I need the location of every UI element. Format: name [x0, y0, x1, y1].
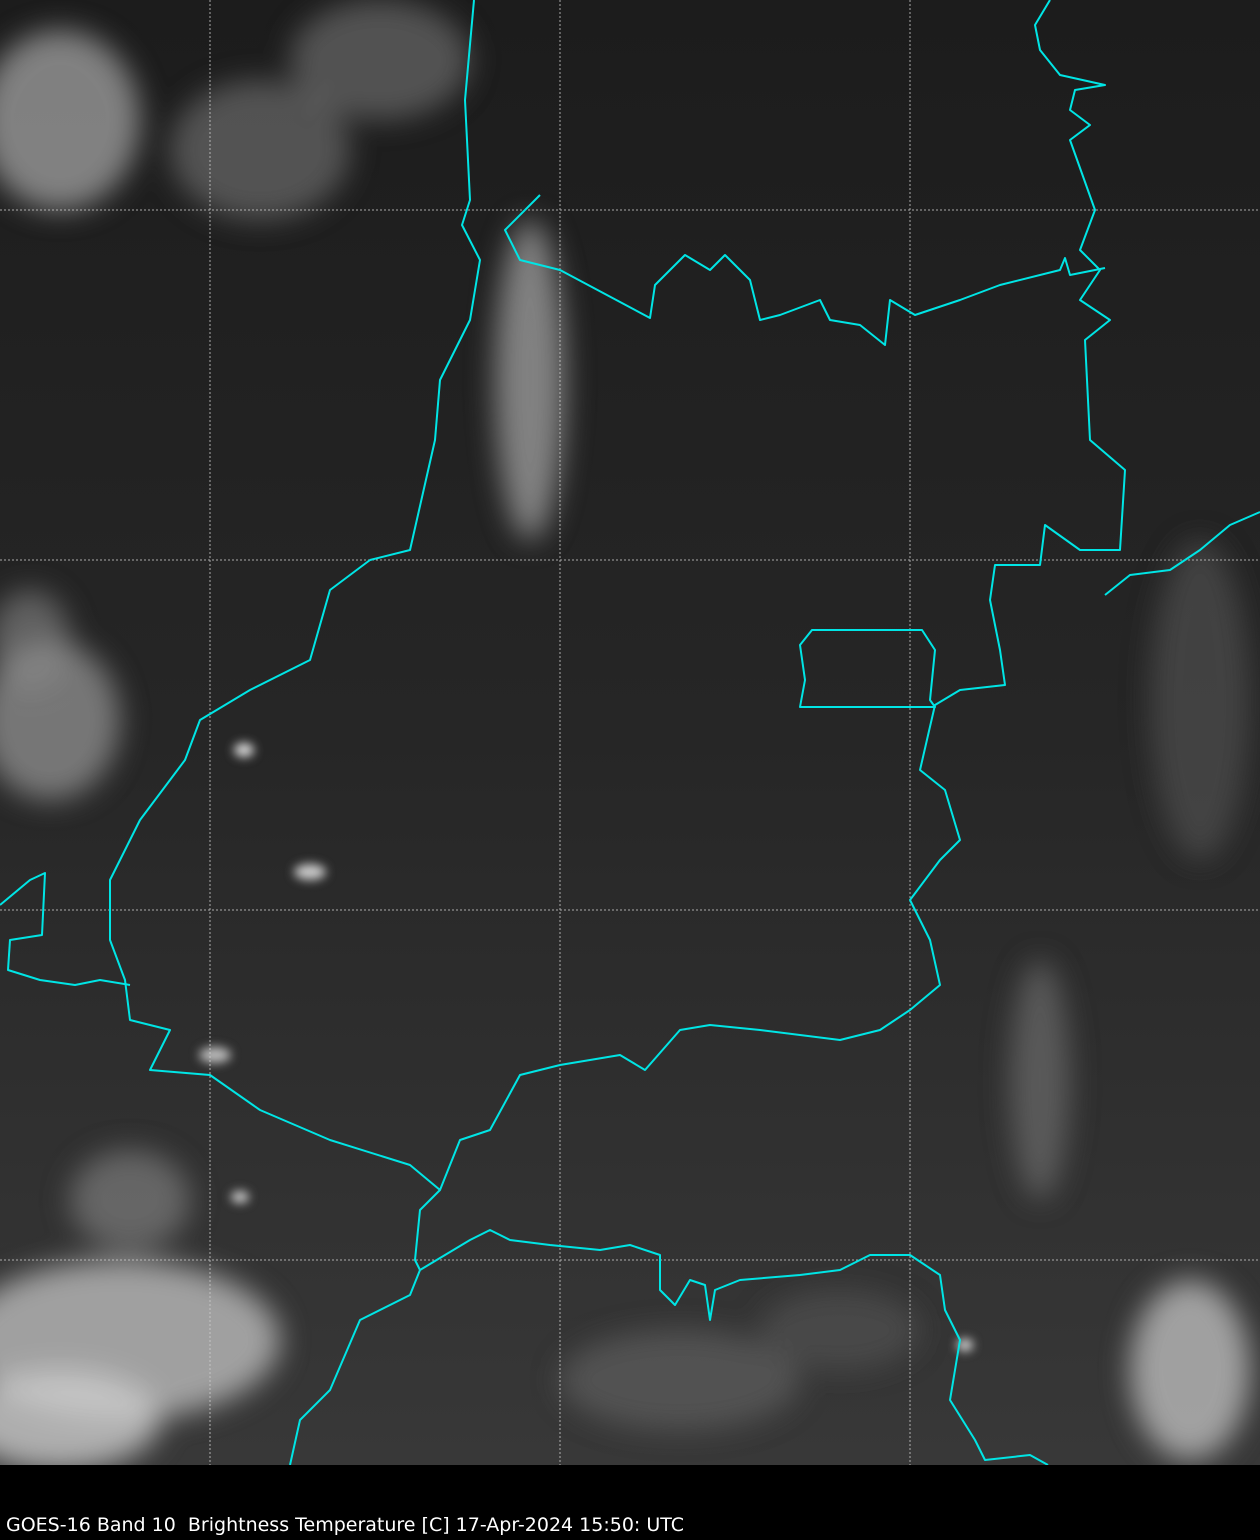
- border-east: [1104, 511, 1260, 596]
- satellite-image: [0, 0, 1260, 1465]
- border-link: [414, 1189, 441, 1271]
- border-south: [289, 1229, 1049, 1465]
- border-north: [504, 194, 1106, 346]
- state-borders: [0, 0, 1260, 1465]
- small-clouds: [199, 743, 973, 1351]
- federal-district-border: [799, 629, 936, 708]
- border-main: [109, 0, 1126, 1191]
- image-caption: GOES-16 Band 10 Brightness Temperature […: [6, 1514, 685, 1536]
- border-west: [0, 872, 131, 986]
- grid-lines: [0, 0, 1260, 1465]
